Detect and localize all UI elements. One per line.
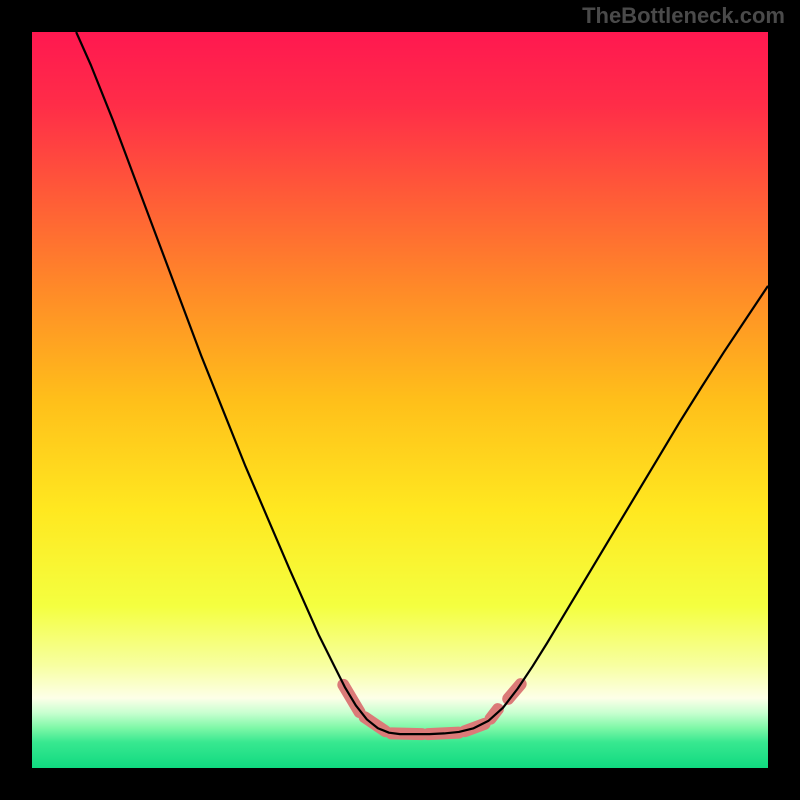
chart-svg <box>32 32 768 768</box>
gradient-background <box>32 32 768 768</box>
plot-area <box>32 32 768 768</box>
chart-container: TheBottleneck.com <box>0 0 800 800</box>
watermark-text: TheBottleneck.com <box>582 3 785 29</box>
